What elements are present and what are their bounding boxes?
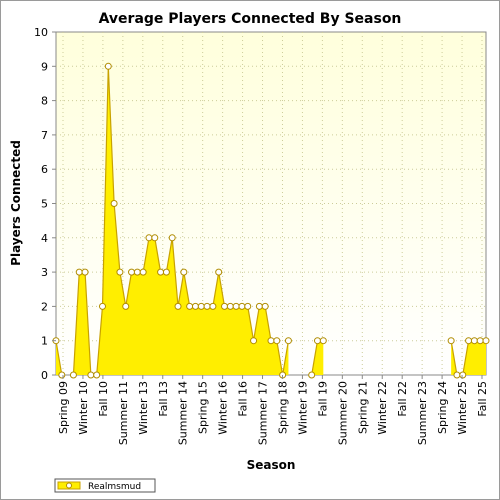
x-tick-label: Winter 22 <box>376 381 389 435</box>
x-tick-label: Summer 23 <box>416 381 429 445</box>
x-tick-label: Winter 10 <box>77 381 90 435</box>
data-point <box>459 371 467 379</box>
data-point <box>465 337 473 345</box>
data-point <box>93 371 101 379</box>
legend-label: Realmsmud <box>88 482 141 492</box>
x-tick-label: Summer 17 <box>257 381 270 445</box>
y-tick-label: 7 <box>41 129 48 142</box>
x-axis-title: Season <box>247 458 296 472</box>
data-point <box>244 302 252 310</box>
data-point <box>447 337 455 345</box>
x-tick-label: Fall 16 <box>237 381 250 417</box>
data-point <box>267 337 275 345</box>
data-point <box>191 302 199 310</box>
y-axis: 0 1 2 3 4 5 6 7 8 9 10 <box>34 26 56 382</box>
y-tick-label: 9 <box>41 60 48 73</box>
y-tick-label: 10 <box>34 26 48 39</box>
x-tick-label: Fall 19 <box>316 381 329 417</box>
series-line <box>55 340 63 376</box>
x-tick-label: Winter 25 <box>456 381 469 435</box>
data-point <box>180 268 188 276</box>
data-point <box>174 302 182 310</box>
data-point <box>145 234 153 242</box>
y-tick-label: 0 <box>41 369 48 382</box>
x-tick-label: Fall 13 <box>157 381 170 417</box>
x-tick-label: Winter 19 <box>296 381 309 435</box>
data-point <box>87 371 95 379</box>
data-point <box>122 302 130 310</box>
data-point <box>110 200 118 207</box>
data-point <box>319 337 327 345</box>
series-markers <box>52 62 490 379</box>
chart-title: Average Players Connected By Season <box>99 11 402 27</box>
series-line <box>72 66 290 376</box>
x-axis: Spring 09 Winter 10 Fall 10 Summer 11 Winter… <box>57 375 489 445</box>
y-tick-label: 3 <box>41 266 48 279</box>
data-point <box>453 371 461 379</box>
data-point <box>81 268 89 276</box>
data-point <box>482 337 490 345</box>
area-fill <box>311 340 324 375</box>
x-tick-label: Spring 21 <box>356 381 369 434</box>
y-tick-label: 5 <box>41 198 48 211</box>
y-tick-label: 4 <box>41 232 48 245</box>
x-tick-label: Fall 22 <box>396 381 409 417</box>
data-point <box>226 302 234 310</box>
x-tick-label: Spring 24 <box>436 381 449 434</box>
y-tick-label: 2 <box>41 300 48 313</box>
y-tick-label: 8 <box>41 95 48 108</box>
data-point <box>308 371 316 379</box>
data-point <box>151 234 159 242</box>
data-point <box>221 302 229 310</box>
x-tick-label: Winter 16 <box>217 381 230 435</box>
data-point <box>104 62 112 70</box>
data-point <box>133 268 141 276</box>
y-tick-label: 1 <box>41 335 48 348</box>
data-point <box>98 302 106 310</box>
data-point <box>168 234 176 242</box>
data-point <box>197 302 205 310</box>
x-tick-label: Winter 13 <box>137 381 150 435</box>
data-point <box>476 337 484 345</box>
data-point <box>284 337 292 345</box>
data-point <box>186 302 194 310</box>
data-point <box>58 371 66 379</box>
data-point <box>209 302 217 310</box>
legend-marker <box>66 482 72 489</box>
x-tick-label: Summer 14 <box>177 381 190 445</box>
x-tick-label: Fall 10 <box>97 381 110 417</box>
data-point <box>261 302 269 310</box>
data-point <box>232 302 240 310</box>
data-point <box>470 337 478 345</box>
data-point <box>157 268 165 276</box>
x-tick-label: Spring 15 <box>197 381 210 434</box>
x-tick-label: Fall 25 <box>476 381 489 417</box>
data-point <box>255 302 263 310</box>
data-point <box>250 337 258 345</box>
data-point <box>238 302 246 310</box>
x-tick-label: Summer 20 <box>336 381 349 445</box>
y-axis-title: Players Connected <box>9 140 23 266</box>
x-tick-label: Spring 18 <box>276 381 289 434</box>
data-point <box>75 268 83 276</box>
data-point <box>313 337 321 345</box>
data-point <box>215 268 223 276</box>
area-fill <box>451 340 486 375</box>
data-point <box>69 371 77 379</box>
data-point <box>203 302 211 310</box>
x-tick-label: Spring 09 <box>57 381 70 434</box>
data-point <box>128 268 136 276</box>
legend: Realmsmud <box>54 478 156 493</box>
data-point <box>116 268 124 276</box>
data-point <box>139 268 147 276</box>
data-point <box>273 337 281 345</box>
data-point <box>162 268 170 276</box>
y-tick-label: 6 <box>41 163 48 176</box>
x-tick-label: Summer 11 <box>117 381 130 445</box>
